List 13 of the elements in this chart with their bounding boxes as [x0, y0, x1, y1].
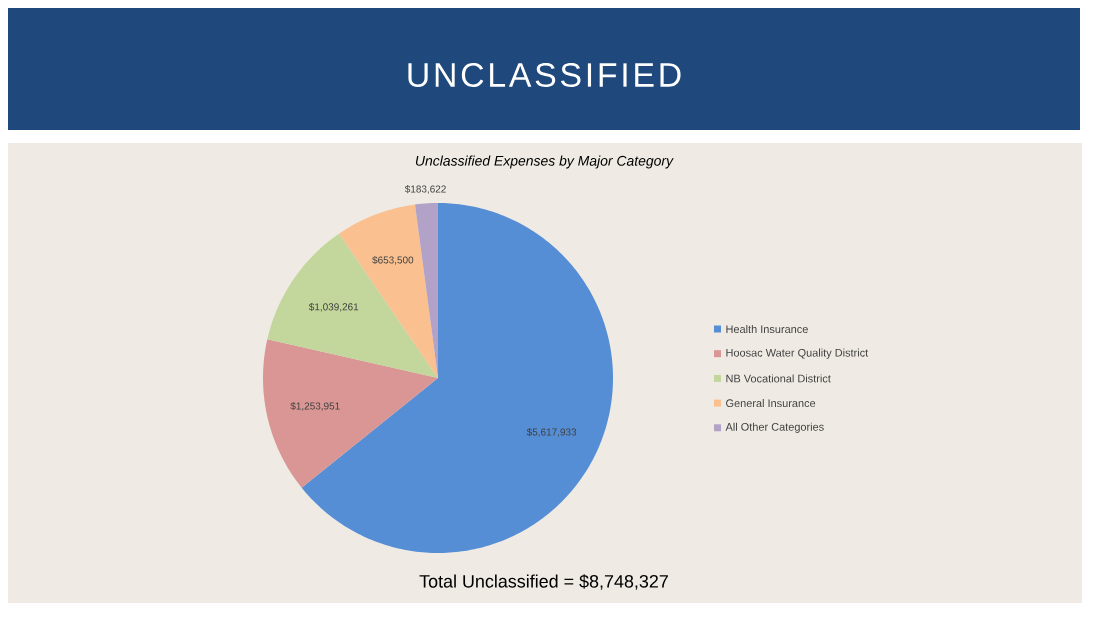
data-label: $1,039,261: [308, 302, 359, 312]
data-label: $5,617,933: [526, 428, 577, 437]
data-label: $1,253,951: [290, 402, 340, 411]
data-label: $183,622: [404, 185, 446, 194]
legend-label: Hoosac Water Quality District: [726, 348, 869, 359]
legend-label: Health Insurance: [726, 324, 808, 334]
legend-label: All Other Categories: [725, 422, 824, 433]
legend-label: General Insurance: [726, 399, 816, 408]
chart-subtitle: Unclassified Expenses by Major Category: [415, 155, 674, 169]
text: Total Unclassified = $8,748,327: [419, 574, 668, 590]
chart-title: UNCLASSIFIED: [408, 63, 681, 87]
data-label: $653,500: [372, 256, 414, 265]
legend-label: NB Vocational District: [726, 374, 831, 383]
